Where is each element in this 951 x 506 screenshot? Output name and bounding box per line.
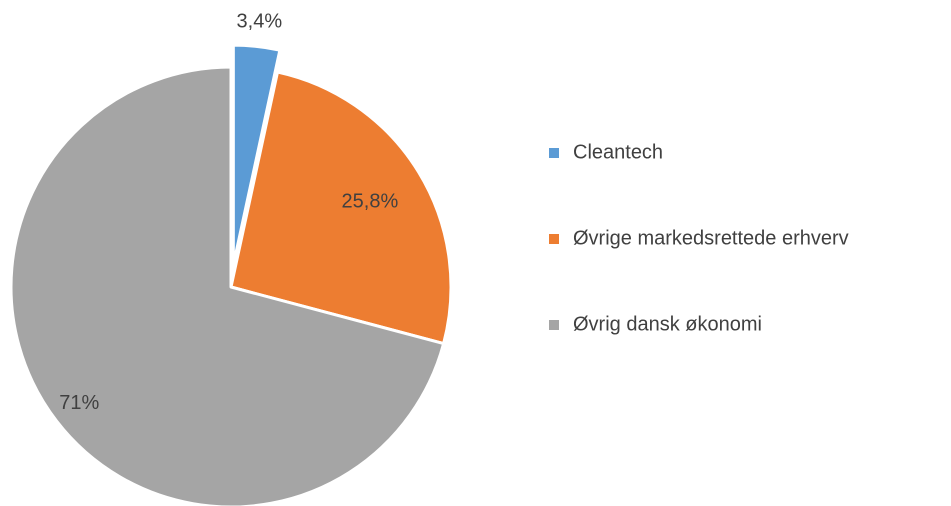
pie-slice: [231, 43, 282, 267]
legend-swatch: [549, 148, 559, 158]
data-label: 25,8%: [342, 190, 399, 212]
legend-label: Cleantech: [573, 141, 663, 163]
legend-label: Øvrig dansk økonomi: [573, 313, 762, 335]
data-label: 71%: [59, 392, 99, 414]
legend-swatch: [549, 234, 559, 244]
legend-swatch: [549, 320, 559, 330]
pie-slice: [9, 65, 446, 506]
legend-label: Øvrige markedsrettede erhverv: [573, 227, 849, 249]
pie-slice: [229, 70, 453, 346]
data-label: 3,4%: [237, 11, 283, 33]
